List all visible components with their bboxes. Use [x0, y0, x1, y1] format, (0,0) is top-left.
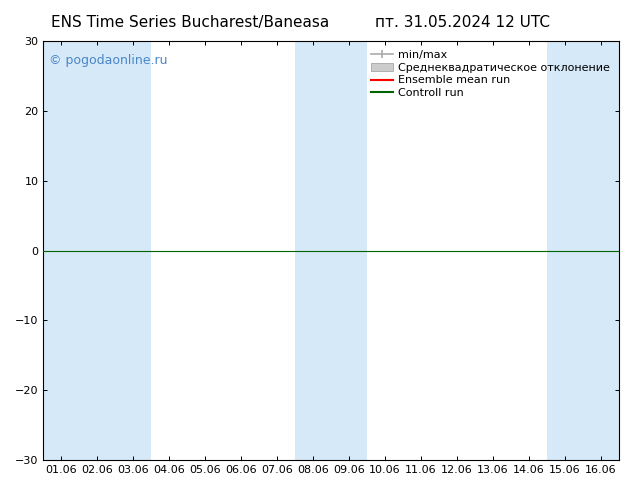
- Bar: [79, 41, 115, 460]
- Bar: [547, 41, 583, 460]
- Bar: [295, 41, 331, 460]
- Text: пт. 31.05.2024 12 UTC: пт. 31.05.2024 12 UTC: [375, 15, 550, 30]
- Bar: [331, 41, 367, 460]
- Bar: [115, 41, 151, 460]
- Text: © pogodaonline.ru: © pogodaonline.ru: [49, 53, 167, 67]
- Bar: [43, 41, 79, 460]
- Legend: min/max, Среднеквадратическое отклонение, Ensemble mean run, Controll run: min/max, Среднеквадратическое отклонение…: [368, 47, 613, 101]
- Text: ENS Time Series Bucharest/Baneasa: ENS Time Series Bucharest/Baneasa: [51, 15, 329, 30]
- Bar: [583, 41, 619, 460]
